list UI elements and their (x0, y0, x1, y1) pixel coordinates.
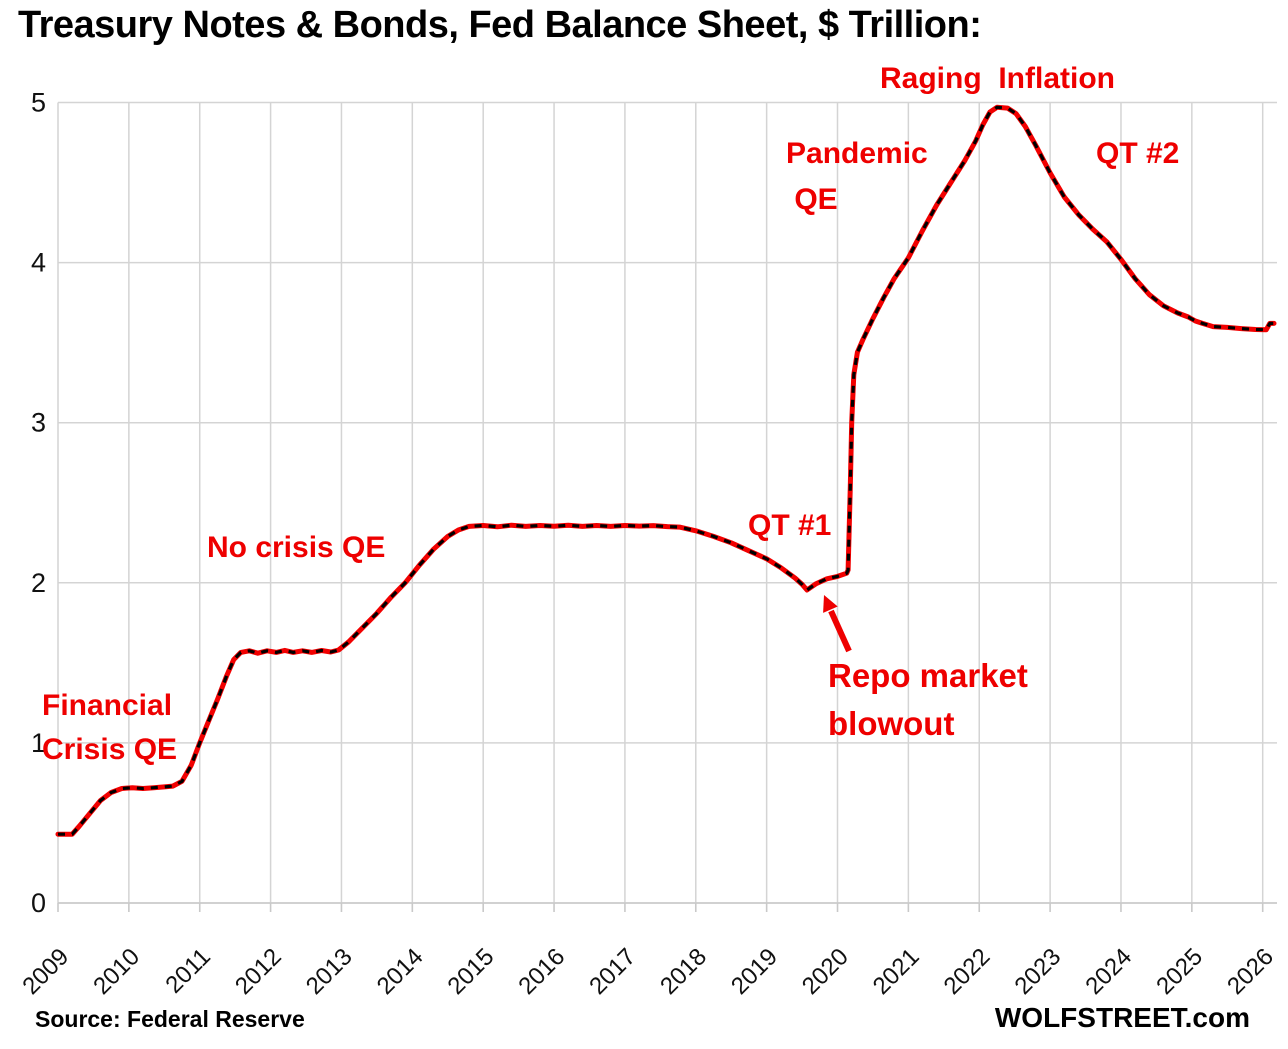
y-tick-label: 3 (31, 408, 46, 438)
x-tick-label: 2010 (88, 943, 145, 1000)
annotation-no-crisis-qe: No crisis QE (207, 531, 386, 564)
y-tick-label: 4 (31, 248, 46, 278)
annotation-raging-inflation: Raging Inflation (880, 62, 1115, 95)
annotation-financial-crisis-qe: Financial Crisis QE (42, 689, 178, 766)
x-tick-label: 2022 (939, 943, 996, 1000)
x-tick-label: 2009 (17, 943, 74, 1000)
x-tick-label: 2011 (160, 943, 216, 999)
annotation-qt-1: QT #1 (748, 509, 832, 542)
y-tick-label: 5 (31, 88, 46, 118)
y-tick-label: 2 (31, 568, 46, 598)
annotation-pandemic-qe: Pandemic QE (786, 137, 928, 216)
y-tick-label: 0 (31, 888, 46, 918)
page-title: Treasury Notes & Bonds, Fed Balance Shee… (18, 4, 982, 46)
x-tick-label: 2018 (655, 943, 712, 1000)
x-tick-label: 2025 (1151, 943, 1208, 1000)
x-tick-label: 2021 (868, 943, 925, 1000)
x-tick-label: 2020 (797, 943, 854, 1000)
x-tick-label: 2019 (726, 943, 783, 1000)
y-tick-label: 1 (31, 728, 46, 758)
series-line-dash-overlay (58, 105, 1274, 836)
x-tick-label: 2026 (1222, 943, 1279, 1000)
series-line-red (55, 104, 1277, 837)
repo-arrow (823, 595, 852, 653)
source-note: Source: Federal Reserve (35, 1006, 305, 1032)
x-tick-label: 2014 (372, 943, 429, 1000)
x-tick-label: 2012 (230, 943, 287, 1000)
x-tick-label: 2013 (301, 943, 358, 1000)
x-tick-label: 2017 (584, 943, 641, 1000)
annotation-qt-2: QT #2 (1096, 137, 1180, 170)
x-tick-label: 2015 (443, 943, 500, 1000)
gridlines (57, 101, 1277, 912)
annotation-repo-market-blowout: Repo market blowout (828, 657, 1028, 742)
x-tick-label: 2023 (1010, 943, 1067, 1000)
x-tick-label: 2016 (513, 943, 570, 1000)
brand-wolfstreet: WOLFSTREET.com (994, 1002, 1250, 1033)
x-tick-label: 2024 (1080, 943, 1137, 1000)
